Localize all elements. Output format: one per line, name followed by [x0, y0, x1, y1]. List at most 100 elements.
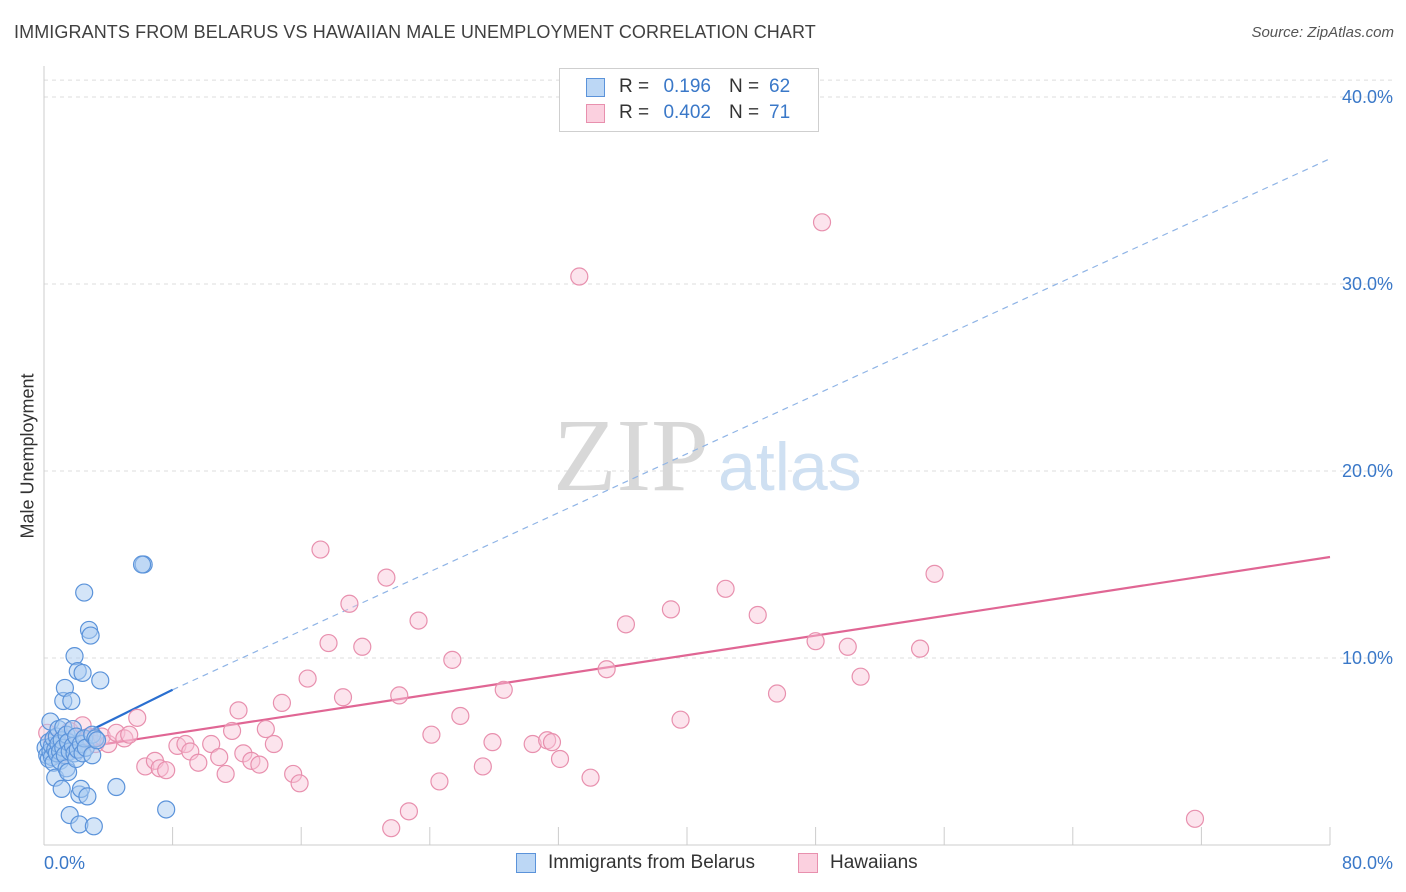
hawaiians-point: [120, 725, 139, 744]
hawaiians-point: [272, 693, 292, 712]
series-label-belarus: Immigrants from Belarus: [548, 852, 755, 873]
hawaiians-point: [542, 733, 562, 752]
legend-n-value: 62: [769, 76, 791, 97]
hawaiians-point: [340, 594, 359, 613]
hawaiians-point: [256, 719, 275, 739]
hawaiians-point: [136, 757, 155, 776]
y-tick-label: 40.0%: [1342, 87, 1393, 107]
correlation-legend: R = 0.196 N = 62 R = 0.402 N = 71: [559, 68, 819, 132]
belarus-point: [75, 583, 94, 602]
hawaiians-point: [377, 568, 396, 587]
hawaiians-point: [353, 637, 372, 656]
hawaiians-point: [716, 579, 735, 598]
legend-swatch-hawaiians: [586, 103, 605, 123]
hawaiians-point: [767, 684, 787, 703]
hawaiians-point: [409, 611, 428, 630]
hawaiians-point: [311, 540, 330, 559]
hawaiians-point: [229, 701, 248, 720]
hawaiians-point: [157, 761, 176, 780]
watermark-zip: ZIP: [553, 398, 709, 513]
hawaiians-point: [925, 564, 944, 583]
legend-r-label: R =: [619, 102, 650, 123]
x-tick-label: 80.0%: [1342, 853, 1393, 873]
hawaiians-point: [443, 650, 462, 669]
hawaiians-point: [128, 708, 147, 727]
hawaiians-point: [250, 755, 269, 774]
hawaiians-point: [264, 734, 283, 754]
series-swatch-belarus: [516, 853, 536, 873]
hawaiians-point: [661, 600, 681, 619]
belarus-point: [157, 800, 176, 819]
hawaiians-point: [494, 680, 513, 699]
hawaiians-point: [748, 605, 767, 625]
hawaiians-point: [451, 706, 470, 726]
hawaiians-point: [290, 774, 309, 793]
hawaiians-point: [851, 667, 870, 686]
series-swatch-hawaiians: [798, 853, 818, 873]
hawaiians-point: [222, 721, 242, 741]
belarus-point: [91, 671, 110, 690]
chart-title: IMMIGRANTS FROM BELARUS VS HAWAIIAN MALE…: [14, 22, 816, 42]
hawaiians-point: [202, 734, 221, 754]
hawaiians-point: [390, 686, 409, 705]
hawaiians-point: [319, 633, 338, 653]
legend-r-label: R =: [619, 76, 650, 97]
hawaiians-point: [382, 819, 401, 838]
hawaiians-point: [812, 213, 832, 232]
hawaiians-point: [216, 764, 235, 784]
hawaiians-point: [422, 725, 441, 744]
hawaiians-point: [806, 632, 825, 651]
hawaiians-point: [523, 734, 542, 754]
hawaiians-point: [838, 637, 857, 656]
gridlines: [44, 79, 1392, 659]
belarus-point: [87, 731, 107, 750]
hawaiians-point: [284, 764, 303, 784]
belarus-point: [78, 787, 97, 806]
belarus-point: [84, 817, 103, 836]
hawaiians-point: [597, 660, 616, 679]
y-tick-label: 30.0%: [1342, 274, 1393, 294]
legend-r-value: 0.196: [663, 76, 711, 97]
legend-r-value: 0.402: [663, 102, 711, 123]
belarus-point: [59, 762, 78, 782]
hawaiians-point: [298, 669, 317, 688]
watermark-atlas: atlas: [718, 429, 862, 505]
belarus-point: [107, 777, 126, 797]
belarus-point: [81, 626, 100, 645]
belarus-point: [73, 663, 92, 683]
legend-row-belarus: R = 0.196 N = 62: [586, 74, 790, 100]
hawaiians-point: [150, 759, 169, 778]
hawaiians-point: [483, 733, 502, 752]
legend-n-value: 71: [769, 102, 791, 123]
hawaiians-point: [210, 748, 229, 767]
hawaiians-point: [399, 802, 419, 821]
hawaiians-point: [570, 267, 589, 286]
hawaiians-trend-line: [43, 555, 1331, 755]
y-tick-label: 20.0%: [1342, 461, 1393, 481]
hawaiians-point: [333, 688, 353, 707]
hawaiians-point: [189, 753, 208, 772]
legend-swatch-belarus: [586, 77, 605, 97]
series-legend-belarus: Immigrants from Belarus: [516, 852, 755, 874]
hawaiians-point: [473, 757, 492, 776]
hawaiians-point: [1185, 809, 1205, 828]
tick-labels: 10.0% 20.0% 30.0% 40.0% 0.0% 80.0%: [44, 87, 1393, 873]
hawaiians-point: [550, 749, 570, 769]
hawaiians-point: [430, 772, 449, 791]
hawaiians-point: [671, 710, 690, 729]
belarus-point: [52, 779, 71, 799]
source-credit: Source: ZipAtlas.com: [1251, 24, 1394, 41]
series-legend-hawaiians: Hawaiians: [798, 852, 918, 874]
hawaiians-point: [616, 615, 636, 634]
hawaiians-point: [581, 768, 600, 787]
x-tick-label: 0.0%: [44, 853, 85, 873]
series-label-hawaiians: Hawaiians: [830, 852, 918, 873]
legend-row-hawaiians: R = 0.402 N = 71: [586, 100, 790, 126]
legend-n-label: N =: [729, 102, 760, 123]
belarus-point: [62, 691, 81, 711]
legend-n-label: N =: [729, 76, 760, 97]
belarus-trend-extension: [172, 158, 1331, 691]
belarus-point: [65, 647, 84, 666]
data-points: [36, 213, 1205, 838]
